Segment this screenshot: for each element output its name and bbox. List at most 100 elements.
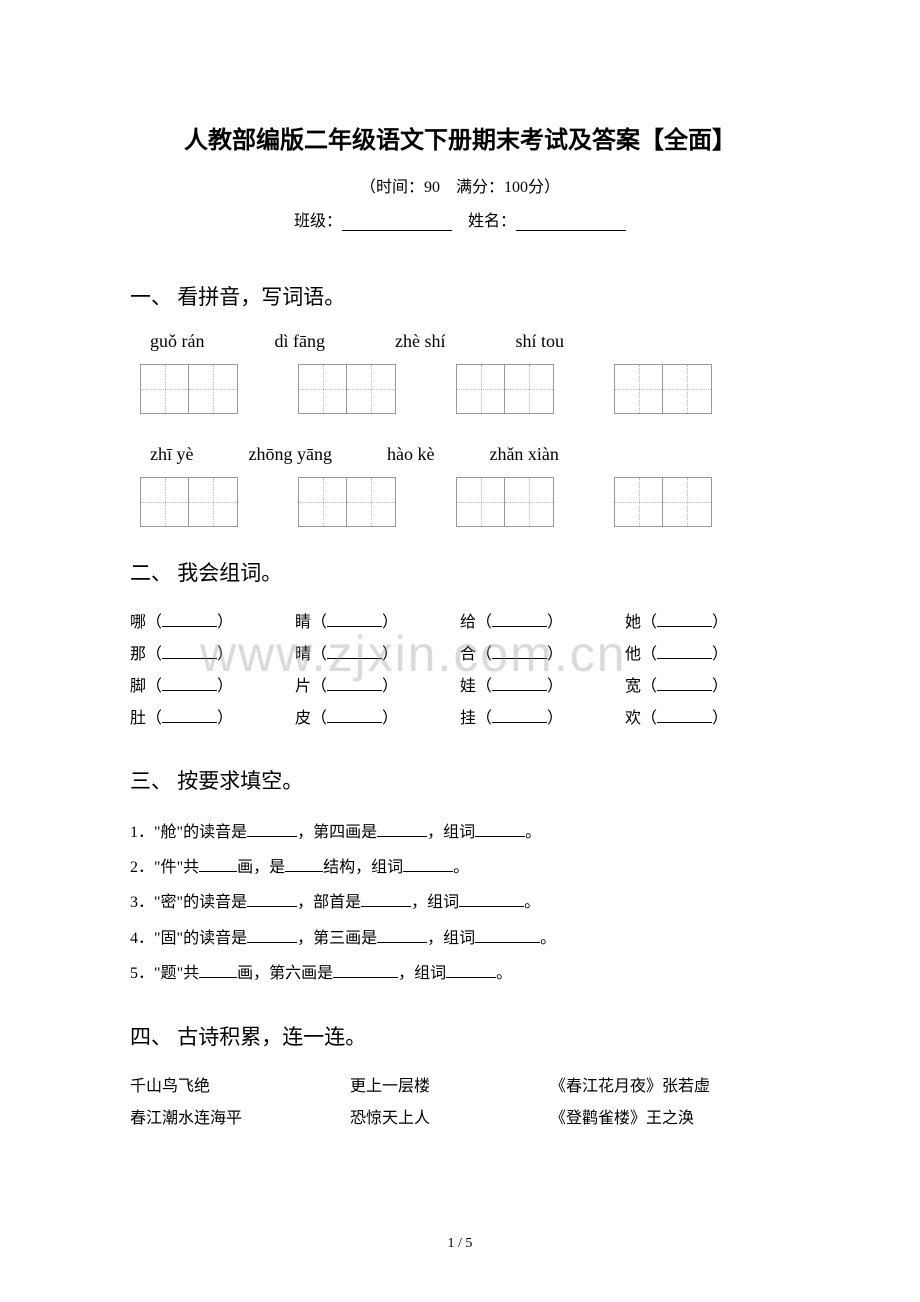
item-num: 1． [130,824,154,841]
pinyin: shí tou [515,331,564,352]
char-box-row-2 [130,477,790,527]
pinyin-row-2: zhī yè zhōng yāng hào kè zhǎn xiàn [130,444,790,465]
word-blank [327,645,382,659]
fill-text: ，第三画是 [297,930,377,947]
fill-text: "密"的读音是 [154,894,247,911]
class-label: 班级： [294,213,342,230]
word-item: 晴（） [295,639,460,671]
word-item: 皮（） [295,703,460,735]
char-box [614,364,712,414]
word-item: 片（） [295,671,460,703]
char-box [456,477,554,527]
word-char: 晴 [295,639,311,671]
match-list: 千山鸟飞绝 更上一层楼 《春江花月夜》张若虚 春江潮水连海平 恐惊天上人 《登鹳… [130,1071,790,1135]
word-item: 给（） [460,607,625,639]
section2-heading: 二、 我会组词。 [130,557,790,587]
match-left: 千山鸟飞绝 [130,1071,350,1103]
word-char: 脚 [130,671,146,703]
word-char: 肚 [130,703,146,735]
fill-list: 1．"舱"的读音是，第四画是，组词。 2．"件"共画，是结构，组词。 3．"密"… [130,815,790,991]
section4-heading: 四、 古诗积累，连一连。 [130,1021,790,1051]
fill-blank [475,823,525,837]
pinyin: zhōng yāng [248,444,331,465]
name-label: 姓名： [468,213,516,230]
word-row: 那（） 晴（） 合（） 他（） [130,639,790,671]
word-row: 哪（） 睛（） 给（） 她（） [130,607,790,639]
pinyin-row-1: guǒ rán dì fāng zhè shí shí tou [130,331,790,352]
fill-item: 1．"舱"的读音是，第四画是，组词。 [130,815,790,850]
fill-text: ，第四画是 [297,824,377,841]
fill-item: 3．"密"的读音是，部首是，组词。 [130,885,790,920]
fill-text: "舱"的读音是 [154,824,247,841]
word-blank [162,709,217,723]
fill-char: 件 [161,859,177,876]
word-item: 睛（） [295,607,460,639]
match-right: 《登鹳雀楼》王之涣 [550,1103,790,1135]
item-num: 2． [130,859,154,876]
word-blank [492,613,547,627]
word-blank [657,709,712,723]
fill-item: 4．"固"的读音是，第三画是，组词。 [130,921,790,956]
char-box [614,477,712,527]
item-num: 5． [130,965,154,982]
word-blank [492,677,547,691]
word-char: 挂 [460,703,476,735]
fill-item: 5．"题"共画，第六画是，组词。 [130,956,790,991]
word-row: 肚（） 皮（） 挂（） 欢（） [130,703,790,735]
fill-blank [403,858,453,872]
word-char: 睛 [295,607,311,639]
word-blank [492,645,547,659]
fill-blank [446,964,496,978]
word-char: 给 [460,607,476,639]
word-char: 合 [460,639,476,671]
fill-item: 2．"件"共画，是结构，组词。 [130,850,790,885]
word-char: 皮 [295,703,311,735]
fill-blank [377,823,427,837]
word-char: 他 [625,639,641,671]
char-box [298,477,396,527]
word-char: 那 [130,639,146,671]
doc-title: 人教部编版二年级语文下册期末考试及答案【全面】 [130,120,790,155]
char-box [456,364,554,414]
word-blank [327,709,382,723]
word-char: 娃 [460,671,476,703]
word-blank [327,613,382,627]
fill-blank [247,929,297,943]
word-char: 她 [625,607,641,639]
word-blank [162,645,217,659]
class-name-line: 班级： 姓名： [130,207,790,231]
class-blank [342,215,452,231]
word-blank [657,677,712,691]
word-char: 片 [295,671,311,703]
match-row: 千山鸟飞绝 更上一层楼 《春江花月夜》张若虚 [130,1071,790,1103]
fill-text: 。 [524,894,540,911]
fill-blank [199,858,237,872]
word-char: 哪 [130,607,146,639]
fill-text: 。 [540,930,556,947]
fill-blank [377,929,427,943]
fill-blank [247,893,297,907]
word-item: 脚（） [130,671,295,703]
word-item: 肚（） [130,703,295,735]
word-item: 哪（） [130,607,295,639]
word-blank [492,709,547,723]
pinyin: dì fāng [274,331,324,352]
section3-heading: 三、 按要求填空。 [130,765,790,795]
pinyin: zhè shí [395,331,445,352]
fill-text: ，组词 [427,824,475,841]
word-item: 宽（） [625,671,790,703]
pinyin: zhī yè [150,444,193,465]
pinyin: zhǎn xiàn [489,444,558,465]
item-num: 4． [130,930,154,947]
fill-blank [459,893,524,907]
fill-char: 题 [161,965,177,982]
match-left: 春江潮水连海平 [130,1103,350,1135]
fill-blank [361,893,411,907]
char-box [140,477,238,527]
fill-text: ，部首是 [297,894,361,911]
word-item: 他（） [625,639,790,671]
fill-blank [247,823,297,837]
fill-text: ，组词 [427,930,475,947]
char-box-row-1 [130,364,790,414]
word-blank [162,677,217,691]
